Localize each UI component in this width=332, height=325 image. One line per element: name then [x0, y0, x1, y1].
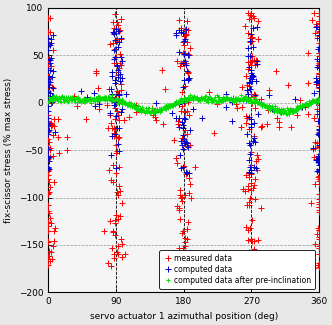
- computed data after pre-inclination: [177, 99, 181, 103]
- X-axis label: servo actuator 1 azimuthal position (deg): servo actuator 1 azimuthal position (deg…: [90, 312, 278, 321]
- computed data after pre-inclination: [312, 99, 316, 103]
- computed data after pre-inclination: [175, 101, 179, 105]
- computed data: [255, 59, 259, 63]
- computed data after pre-inclination: [46, 99, 50, 103]
- computed data after pre-inclination: [269, 106, 273, 110]
- Line: computed data: computed data: [45, 24, 322, 176]
- measured data: [52, 124, 56, 128]
- measured data: [317, 72, 321, 76]
- computed data: [317, 119, 321, 123]
- measured data: [312, 11, 316, 15]
- computed data: [49, 56, 53, 60]
- computed data after pre-inclination: [208, 98, 212, 101]
- computed data: [185, 171, 189, 175]
- measured data: [118, 52, 122, 56]
- computed data: [314, 25, 318, 29]
- measured data: [303, 105, 307, 109]
- measured data: [185, 266, 189, 270]
- computed data: [248, 87, 252, 91]
- computed data after pre-inclination: [188, 93, 192, 97]
- computed data: [247, 158, 251, 162]
- computed data after pre-inclination: [285, 112, 289, 116]
- Legend: measured data, computed data, computed data after pre-inclination: measured data, computed data, computed d…: [159, 250, 315, 289]
- measured data: [309, 201, 313, 205]
- computed data after pre-inclination: [194, 96, 198, 99]
- Line: measured data: measured data: [45, 10, 322, 271]
- computed data after pre-inclination: [317, 98, 321, 102]
- measured data: [46, 154, 50, 158]
- computed data: [47, 160, 51, 163]
- measured data: [249, 188, 253, 192]
- Line: computed data after pre-inclination: computed data after pre-inclination: [46, 92, 321, 116]
- computed data: [206, 97, 210, 101]
- computed data: [114, 166, 118, 170]
- Y-axis label: fix-scissor stress (% max stress): fix-scissor stress (% max stress): [4, 77, 13, 223]
- measured data: [317, 21, 321, 25]
